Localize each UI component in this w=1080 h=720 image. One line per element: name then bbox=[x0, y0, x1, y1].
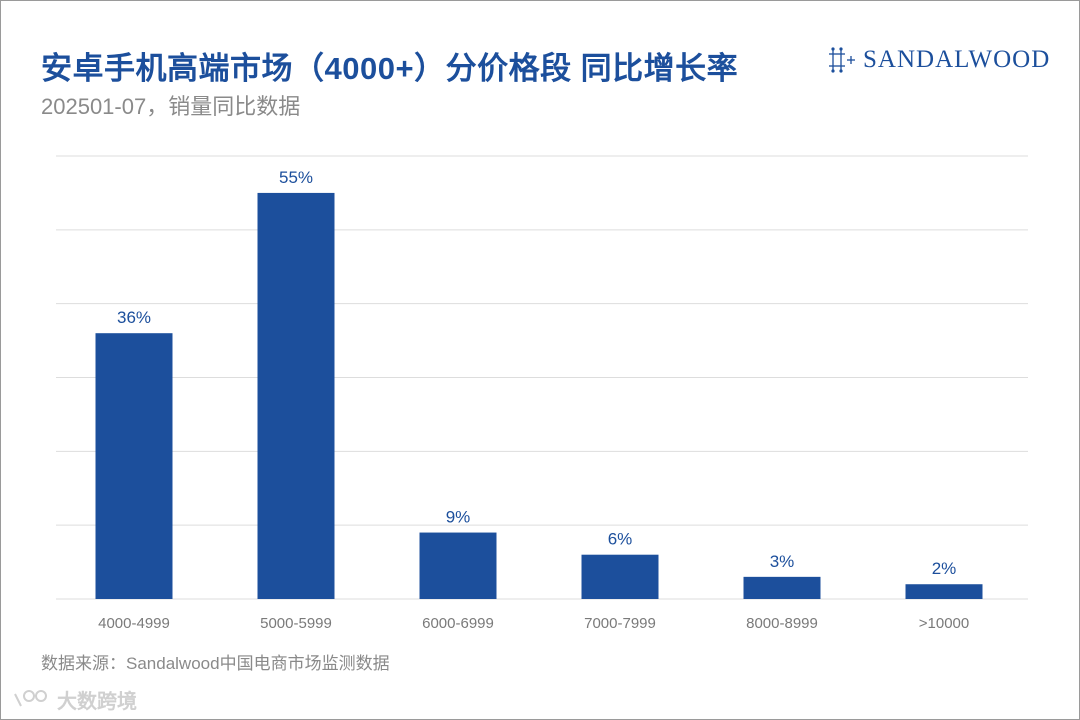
bar bbox=[743, 576, 821, 599]
data-source-note: 数据来源：Sandalwood中国电商市场监测数据 bbox=[41, 654, 390, 673]
watermark: 大数跨境 bbox=[11, 685, 137, 714]
sandalwood-logo-icon bbox=[829, 47, 855, 73]
data-labels: 36% 55% 9% 6% 3% 2% bbox=[117, 168, 956, 578]
x-tick-label: 8000-8999 bbox=[746, 615, 818, 632]
grid-lines bbox=[56, 155, 1028, 600]
chart-subtitle: 202501-07，销量同比数据 bbox=[41, 94, 301, 119]
x-tick-label: 6000-6999 bbox=[422, 615, 494, 632]
x-axis-ticks: 4000-4999 5000-5999 6000-6999 7000-7999 8000… bbox=[98, 615, 969, 632]
bar bbox=[257, 192, 335, 599]
brand-name: SANDALWOOD bbox=[863, 46, 1051, 73]
bar bbox=[905, 584, 983, 599]
data-label: 55% bbox=[279, 168, 313, 187]
bar bbox=[581, 554, 659, 599]
watermark-text: 大数跨境 bbox=[57, 691, 137, 713]
x-tick-label: 4000-4999 bbox=[98, 615, 170, 632]
data-label: 6% bbox=[608, 530, 633, 549]
x-tick-label: 7000-7999 bbox=[584, 615, 656, 632]
data-label: 3% bbox=[770, 552, 795, 571]
data-label: 2% bbox=[932, 559, 957, 578]
bar bbox=[95, 333, 173, 599]
x-tick-label: 5000-5999 bbox=[260, 615, 332, 632]
watermark-logo-icon bbox=[14, 689, 47, 706]
data-label: 9% bbox=[446, 508, 471, 527]
data-label: 36% bbox=[117, 308, 151, 327]
bar-chart: 36% 55% 9% 6% 3% 2% 4000-4999 5000-5999 6000-69… bbox=[56, 155, 1028, 632]
bar bbox=[419, 532, 497, 599]
x-tick-label: >10000 bbox=[919, 615, 969, 632]
chart-title: 安卓手机高端市场（4000+）分价格段 同比增长率 bbox=[41, 51, 739, 86]
bars bbox=[95, 192, 983, 599]
brand-logo: SANDALWOOD bbox=[827, 45, 1050, 75]
